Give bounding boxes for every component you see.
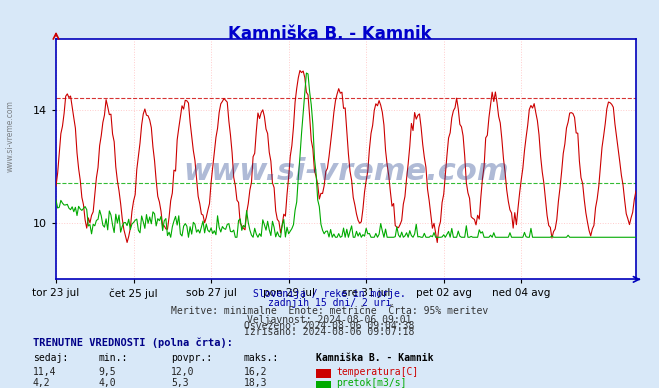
Text: 11,4: 11,4 (33, 367, 57, 377)
Bar (316, 381, 331, 388)
Text: 5,3: 5,3 (171, 378, 189, 388)
Text: 4,2: 4,2 (33, 378, 51, 388)
Text: temperatura[C]: temperatura[C] (336, 367, 418, 377)
Text: min.:: min.: (99, 353, 129, 363)
Text: 18,3: 18,3 (244, 378, 268, 388)
Text: Kamniška B. - Kamnik: Kamniška B. - Kamnik (228, 25, 431, 43)
Text: Osveženo: 2024-08-06 09:04:38: Osveženo: 2024-08-06 09:04:38 (244, 321, 415, 331)
Text: Veljavnost: 2024-08-06 09:01: Veljavnost: 2024-08-06 09:01 (247, 315, 412, 325)
Text: Kamniška B. - Kamnik: Kamniška B. - Kamnik (316, 353, 434, 363)
Text: www.si-vreme.com: www.si-vreme.com (183, 157, 509, 185)
Text: Meritve: minimalne  Enote: metrične  Črta: 95% meritev: Meritve: minimalne Enote: metrične Črta:… (171, 306, 488, 316)
Text: sedaj:: sedaj: (33, 353, 68, 363)
Text: www.si-vreme.com: www.si-vreme.com (5, 100, 14, 172)
Text: zadnjih 15 dni/ 2 uri: zadnjih 15 dni/ 2 uri (268, 298, 391, 308)
Text: pretok[m3/s]: pretok[m3/s] (336, 378, 407, 388)
Text: 12,0: 12,0 (171, 367, 195, 377)
Text: 9,5: 9,5 (99, 367, 117, 377)
Text: Izrisano: 2024-08-06 09:07:18: Izrisano: 2024-08-06 09:07:18 (244, 327, 415, 337)
Text: TRENUTNE VREDNOSTI (polna črta):: TRENUTNE VREDNOSTI (polna črta): (33, 338, 233, 348)
Text: Slovenija / reke in morje.: Slovenija / reke in morje. (253, 289, 406, 299)
Bar (316, 369, 331, 378)
Text: 4,0: 4,0 (99, 378, 117, 388)
Text: 16,2: 16,2 (244, 367, 268, 377)
Text: povpr.:: povpr.: (171, 353, 212, 363)
Text: maks.:: maks.: (244, 353, 279, 363)
